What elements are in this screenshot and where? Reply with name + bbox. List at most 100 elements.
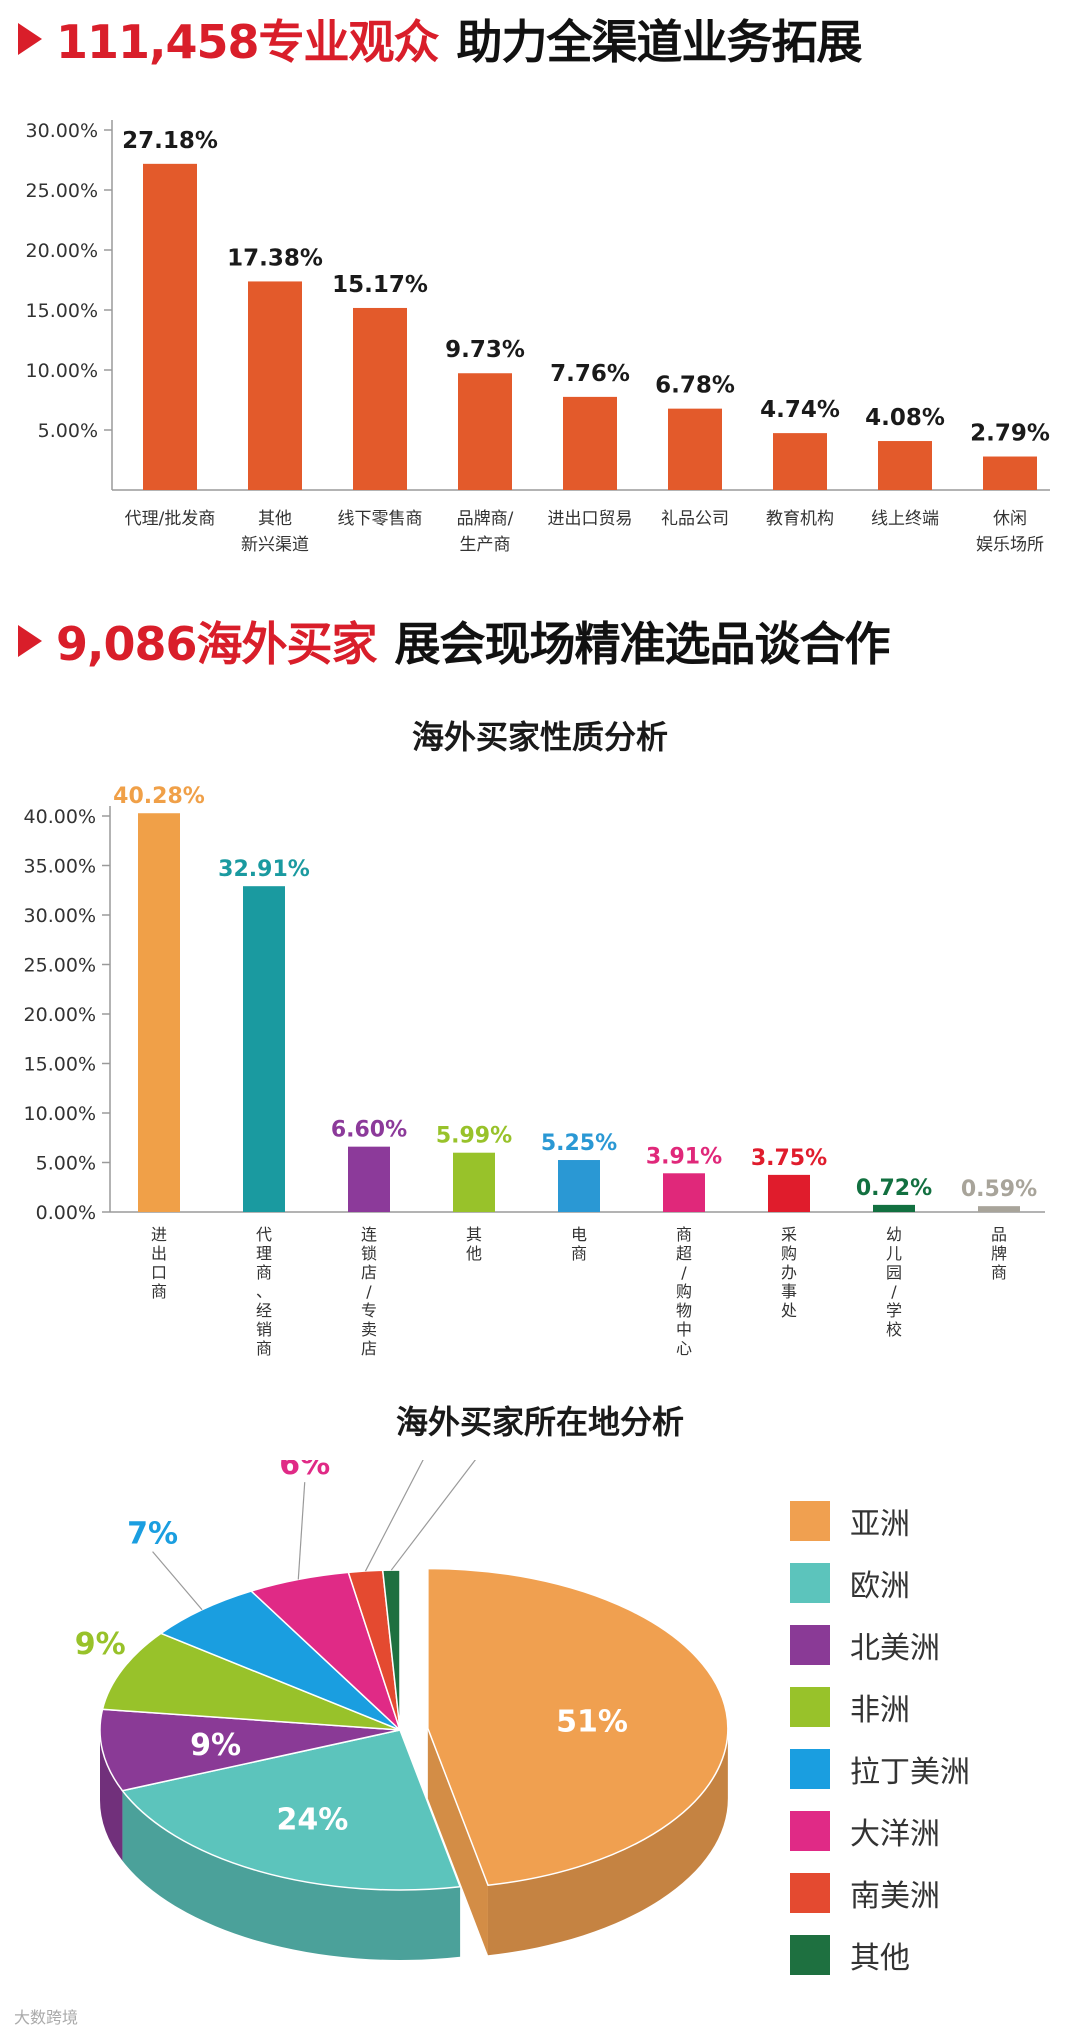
category-label: 他 <box>466 1244 482 1263</box>
y-tick-label: 35.00% <box>24 856 96 878</box>
legend-item: 其他 <box>790 1924 970 1986</box>
legend-label: 其他 <box>850 1941 910 1976</box>
bar <box>768 1174 810 1212</box>
category-label: 商 <box>256 1339 272 1358</box>
category-label: 礼品公司 <box>661 509 729 529</box>
data-label: 2.79% <box>970 421 1050 447</box>
category-label: 商 <box>676 1225 692 1244</box>
legend-item: 亚洲 <box>790 1490 970 1552</box>
bar <box>563 396 617 490</box>
pie-slice-side <box>122 1790 461 1960</box>
legend-swatch <box>790 1563 830 1603</box>
category-label: 牌 <box>991 1244 1007 1263</box>
legend-label: 欧洲 <box>850 1569 910 1604</box>
bar <box>983 456 1037 490</box>
bar <box>348 1146 390 1212</box>
legend-swatch <box>790 1687 830 1727</box>
legend-item: 南美洲 <box>790 1862 970 1924</box>
data-label: 5.25% <box>541 1131 617 1156</box>
category-label: 口 <box>151 1263 167 1282</box>
y-tick-label: 5.00% <box>36 1153 96 1175</box>
y-tick-label: 0.00% <box>36 1202 96 1224</box>
data-label: 6.78% <box>655 373 735 399</box>
category-label: 代 <box>256 1225 272 1244</box>
category-label: / <box>681 1263 687 1282</box>
slice-label: 9% <box>190 1728 241 1763</box>
y-tick-label: 10.00% <box>24 1103 96 1125</box>
data-label: 5.99% <box>436 1124 512 1149</box>
category-label: 商 <box>571 1244 587 1263</box>
category-label: 幼 <box>886 1225 902 1244</box>
buyer-region-pie-chart: 51%24%9%9%7%6%2%1% <box>75 1460 729 1960</box>
leader-line <box>297 1482 306 1580</box>
slice-label: 9% <box>75 1627 126 1662</box>
headline-highlight: 111,458专业观众 <box>56 15 440 69</box>
buyer-type-chart-title: 海外买家性质分析 <box>411 718 668 756</box>
category-label: 店 <box>361 1339 377 1358</box>
legend-label: 拉丁美洲 <box>850 1755 970 1790</box>
category-label: 品牌商/ <box>457 509 514 529</box>
category-label: 专 <box>361 1301 377 1320</box>
legend-label: 北美洲 <box>850 1631 940 1666</box>
category-label: 线下零售商 <box>338 509 423 529</box>
y-tick-label: 30.00% <box>24 905 96 927</box>
y-tick-label: 30.00% <box>26 120 98 142</box>
headline-text: 展会现场精准选品谈合作 <box>394 617 891 671</box>
data-label: 4.08% <box>865 405 945 431</box>
pie-slice <box>381 1569 401 1731</box>
bar <box>138 813 180 1212</box>
bar <box>453 1152 495 1212</box>
leader-line <box>390 1460 476 1571</box>
bar <box>558 1160 600 1212</box>
legend-label: 亚洲 <box>850 1507 910 1542</box>
category-label: 商 <box>151 1282 167 1301</box>
category-label: 销 <box>256 1320 272 1339</box>
category-label: / <box>366 1282 372 1301</box>
data-label: 9.73% <box>445 337 525 363</box>
legend-item: 非洲 <box>790 1676 970 1738</box>
bar <box>873 1204 915 1212</box>
category-label: 新兴渠道 <box>241 535 309 555</box>
legend-item: 北美洲 <box>790 1614 970 1676</box>
category-label: 经 <box>256 1301 272 1320</box>
buyer-region-chart-title: 海外买家所在地分析 <box>395 1403 684 1441</box>
y-tick-label: 15.00% <box>24 1054 96 1076</box>
legend-item: 大洋洲 <box>790 1800 970 1862</box>
category-label: 其他 <box>258 509 292 529</box>
legend-item: 拉丁美洲 <box>790 1738 970 1800</box>
category-label: 、 <box>256 1282 272 1301</box>
y-tick-label: 25.00% <box>26 180 98 202</box>
category-label: 休闲 <box>993 509 1027 529</box>
legend-swatch <box>790 1811 830 1851</box>
legend-label: 非洲 <box>850 1693 910 1728</box>
category-label: 儿 <box>886 1244 902 1263</box>
category-label: 购 <box>676 1282 692 1301</box>
slice-label: 6% <box>279 1460 330 1482</box>
category-label: 校 <box>886 1320 902 1339</box>
leader-line <box>152 1551 203 1611</box>
slice-label: 7% <box>127 1517 178 1552</box>
data-label: 17.38% <box>227 245 323 271</box>
headline-highlight: 9,086海外买家 <box>56 617 378 671</box>
y-tick-label: 20.00% <box>24 1004 96 1026</box>
bar <box>773 433 827 490</box>
leader-line <box>364 1460 424 1572</box>
slice-label: 24% <box>277 1803 349 1838</box>
pie-legend: 亚洲欧洲北美洲非洲拉丁美洲大洋洲 南美洲其他 <box>790 1490 970 1986</box>
headline-overseas-buyers: 9,086海外买家 展会现场精准选品谈合作 <box>18 608 891 674</box>
play-triangle-icon <box>18 23 42 55</box>
data-label: 40.28% <box>113 784 205 809</box>
data-label: 27.18% <box>122 128 218 154</box>
legend-swatch <box>790 1873 830 1913</box>
category-label: 进 <box>151 1225 167 1244</box>
data-label: 15.17% <box>332 272 428 298</box>
legend-swatch <box>790 1935 830 1975</box>
category-label: 学 <box>886 1301 902 1320</box>
pie-slice <box>99 1708 401 1792</box>
y-tick-label: 40.00% <box>24 806 96 828</box>
y-tick-label: 20.00% <box>26 240 98 262</box>
bar <box>143 163 197 490</box>
legend-swatch <box>790 1749 830 1789</box>
data-label: 3.91% <box>646 1144 722 1169</box>
legend-swatch <box>790 1501 830 1541</box>
